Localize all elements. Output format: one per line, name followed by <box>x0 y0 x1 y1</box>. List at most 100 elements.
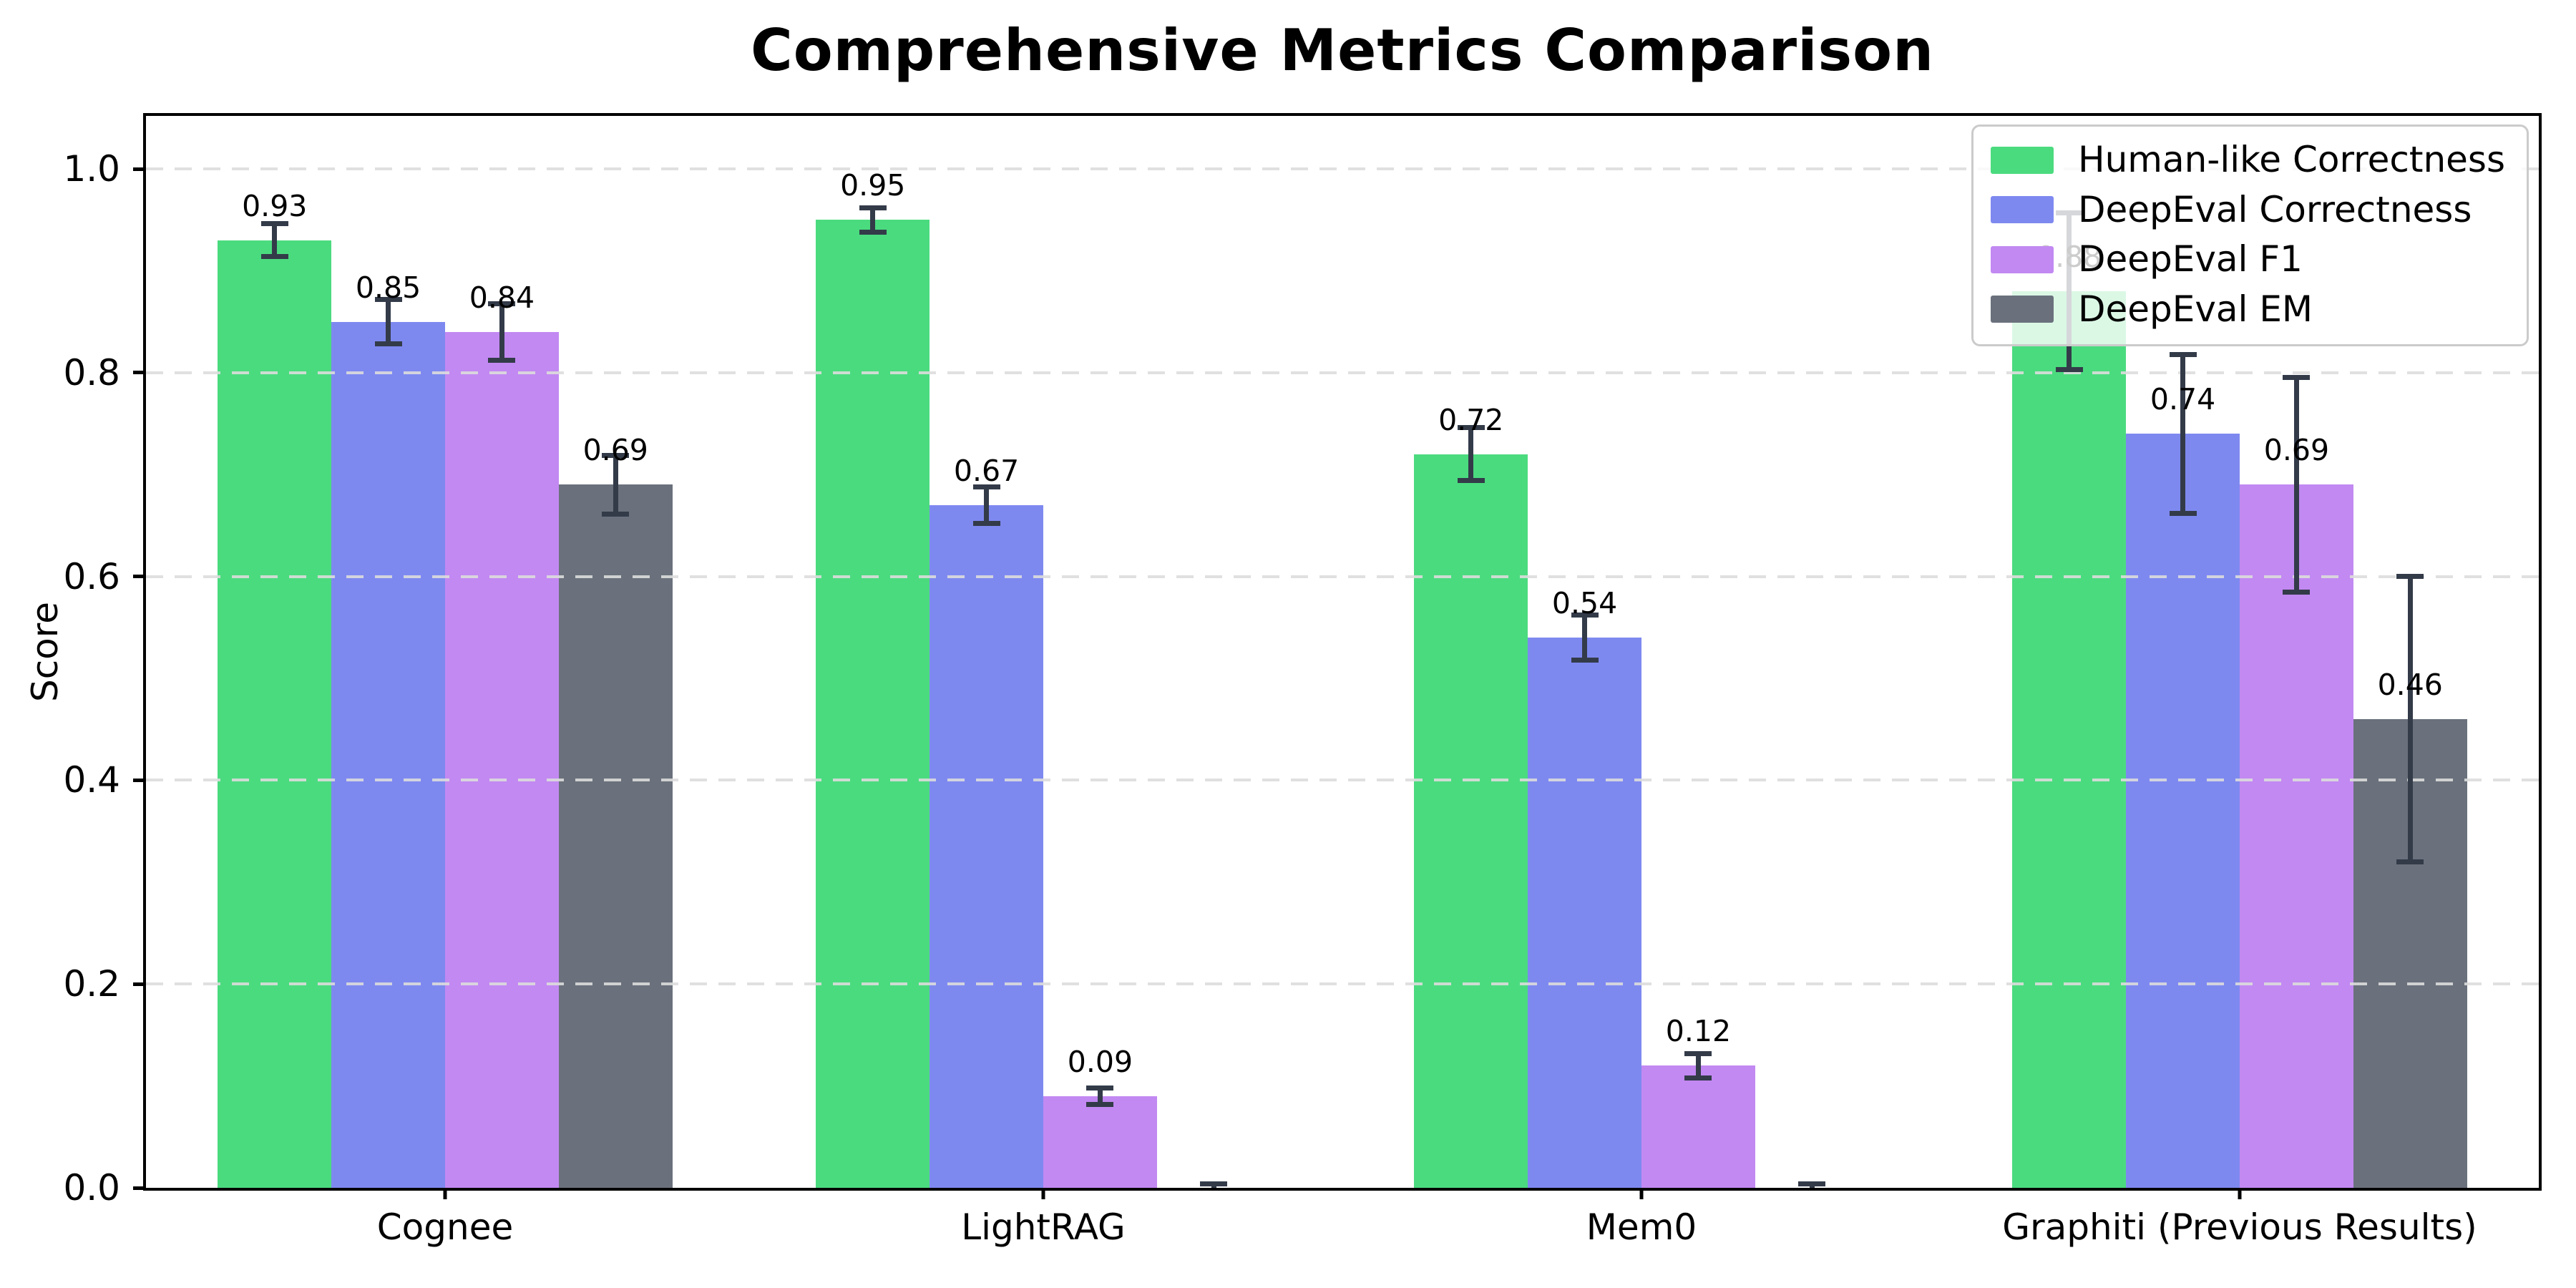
error-bar <box>1097 1088 1103 1105</box>
error-bar <box>2293 377 2299 592</box>
gridline <box>146 371 2539 374</box>
error-bar <box>2180 354 2186 514</box>
error-bar <box>1468 427 1474 481</box>
y-axis-label: Score <box>20 113 70 1191</box>
x-tick-label: Cognee <box>376 1206 514 1248</box>
error-bar-cap-top <box>859 205 887 210</box>
bar-value-label: 0.74 <box>2150 382 2216 417</box>
legend-item: DeepEval F1 <box>1990 238 2505 280</box>
error-bar-cap-bottom <box>1684 1075 1712 1080</box>
y-tick <box>133 982 144 986</box>
x-tick-label: Mem0 <box>1586 1206 1697 1248</box>
error-bar <box>386 299 391 344</box>
bar-value-label: 0.69 <box>2263 433 2330 468</box>
bar-value-label: 0.84 <box>469 280 535 315</box>
bar <box>930 504 1043 1188</box>
bars-layer <box>146 116 2539 1188</box>
legend-item: DeepEval Correctness <box>1990 188 2505 231</box>
error-bar-cap-bottom <box>2283 589 2311 595</box>
error-bar <box>499 303 504 361</box>
chart-title: Comprehensive Metrics Comparison <box>750 17 1935 84</box>
error-bar-cap-top <box>1200 1181 1228 1186</box>
error-bar-cap-top <box>1571 613 1599 618</box>
bar <box>2012 291 2127 1188</box>
gridline <box>146 167 2539 171</box>
y-tick-label: 0.6 <box>63 555 120 597</box>
bar <box>445 331 559 1188</box>
bar <box>2126 434 2240 1188</box>
bar <box>1414 454 1528 1188</box>
y-tick-label: 0.4 <box>63 759 120 801</box>
gridline <box>146 982 2539 986</box>
x-tick <box>2238 1188 2242 1199</box>
bar <box>816 220 930 1188</box>
y-tick <box>133 167 144 171</box>
error-bar-cap-bottom <box>488 358 516 364</box>
bar-value-label: 0.12 <box>1665 1014 1732 1049</box>
bar <box>218 240 332 1188</box>
legend-label: Human-like Correctness <box>2077 139 2505 180</box>
bar <box>1043 1096 1157 1188</box>
error-bar-cap-top <box>374 296 402 302</box>
x-tick-label: Graphiti (Previous Results) <box>2002 1206 2477 1248</box>
error-bar-cap-top <box>1086 1085 1114 1091</box>
bar-value-label: 0.46 <box>2377 667 2443 702</box>
bar-value-label: 0.93 <box>242 188 308 223</box>
plot-area: 0.930.950.720.880.850.670.540.740.840.09… <box>63 113 2542 1245</box>
legend: Human-like Correctness DeepEval Correctne… <box>1971 125 2529 346</box>
error-bar-cap-bottom <box>2169 510 2197 516</box>
bar-value-label: 0.54 <box>1551 586 1618 621</box>
legend-label: DeepEval Correctness <box>2077 188 2472 230</box>
y-tick-label: 0.2 <box>63 963 120 1005</box>
error-bar <box>1695 1053 1701 1078</box>
bar-value-label: 0.67 <box>953 453 1020 488</box>
bar <box>1641 1065 1755 1188</box>
axis-ticks-layer: 0.0 0.2 0.4 0.6 0.8 1.0 Cognee LightRAG Mem0 Grap… <box>63 116 2539 1245</box>
y-tick-label: 0.8 <box>63 351 120 394</box>
error-bar-cap-top <box>972 484 1000 489</box>
legend-swatch-icon <box>1990 196 2054 224</box>
bar <box>331 321 445 1188</box>
gridline <box>146 779 2539 782</box>
gridline <box>146 575 2539 578</box>
error-bar-cap-top <box>2396 574 2424 580</box>
error-bar-cap-bottom <box>1571 657 1599 663</box>
bar-value-label: 0.85 <box>355 270 421 305</box>
legend-swatch-icon <box>1990 146 2054 174</box>
error-bar-cap-top <box>1798 1181 1826 1186</box>
error-bar <box>613 455 618 514</box>
bar <box>558 484 673 1188</box>
bar-value-label: 0.69 <box>582 433 648 468</box>
error-bar-cap-top <box>2283 375 2311 381</box>
error-bar-cap-bottom <box>2396 859 2424 864</box>
error-bar-cap-bottom <box>260 254 288 260</box>
gridlines-layer <box>146 116 2539 1188</box>
error-bar-cap-top <box>1457 425 1485 431</box>
error-bar-cap-bottom <box>374 341 402 347</box>
error-bar-cap-bottom <box>859 229 887 235</box>
error-bar-cap-top <box>488 301 516 306</box>
y-tick <box>133 575 144 579</box>
error-bar <box>2407 576 2413 862</box>
y-axis-label-text: Score <box>24 601 66 703</box>
error-bar-cap-top <box>602 452 630 458</box>
error-bar <box>272 223 278 257</box>
error-bar-cap-bottom <box>1086 1101 1114 1107</box>
legend-swatch-icon <box>1990 296 2054 323</box>
error-bar-cap-bottom <box>2055 367 2083 373</box>
legend-label: DeepEval EM <box>2077 288 2313 330</box>
y-tick <box>133 1186 144 1190</box>
error-bar-cap-bottom <box>972 521 1000 527</box>
y-tick-label: 1.0 <box>63 148 120 190</box>
y-tick-label: 0.0 <box>63 1167 120 1209</box>
error-bar <box>870 208 876 233</box>
x-tick-label: LightRAG <box>961 1206 1126 1248</box>
legend-item: Human-like Correctness <box>1990 139 2505 181</box>
y-tick <box>133 778 144 782</box>
error-bar-cap-top <box>1684 1050 1712 1056</box>
legend-swatch-icon <box>1990 245 2054 273</box>
legend-item: DeepEval EM <box>1990 288 2505 331</box>
bar-value-label: 0.72 <box>1438 402 1504 437</box>
error-bar <box>1582 615 1588 660</box>
error-bar <box>984 487 990 524</box>
